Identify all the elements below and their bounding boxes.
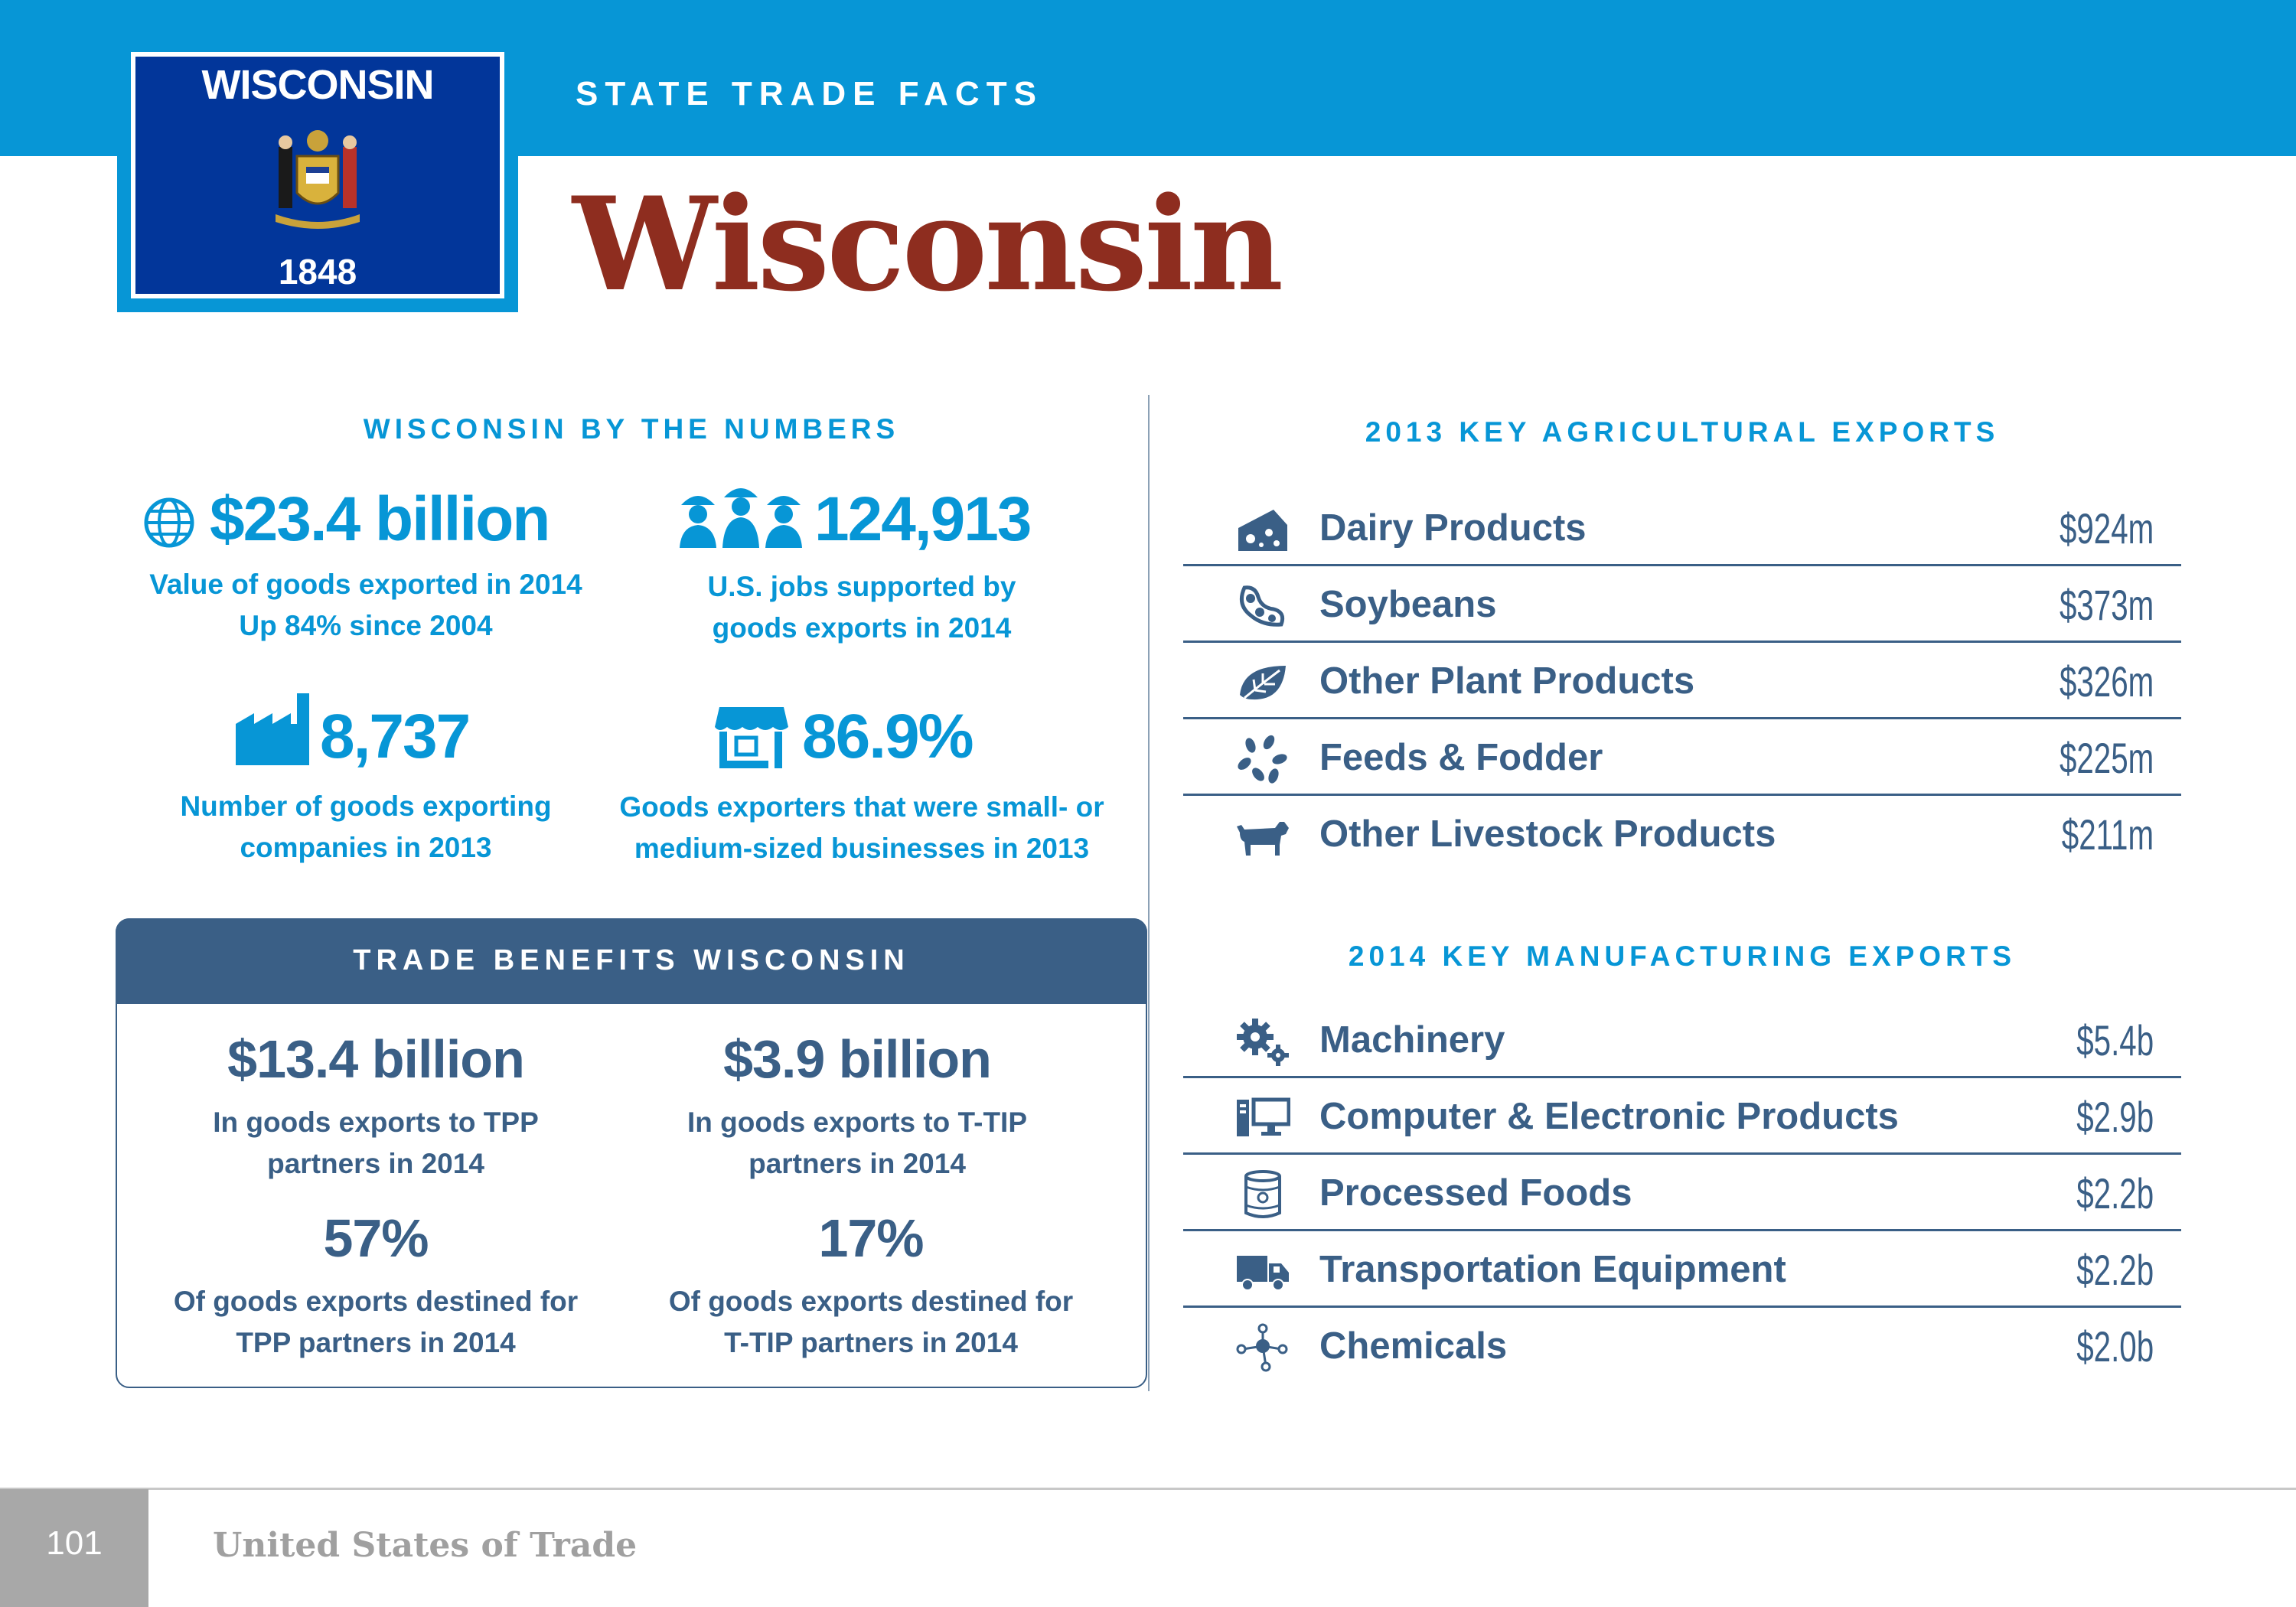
- benefit-tpp-share-value: 57%: [323, 1208, 429, 1268]
- row-divider: [1183, 641, 2181, 643]
- mfg-row-foods: Processed Foods $2.2b: [1183, 1155, 2181, 1231]
- mfg-row-transport: Transportation Equipment $2.2b: [1183, 1231, 2181, 1308]
- page-number-box: [0, 1489, 148, 1607]
- benefit-tpp-value: $13.4 billion: [227, 1029, 525, 1089]
- mfg-row-value: $2.0b: [2076, 1322, 2154, 1371]
- mfg-row-value: $2.2b: [2076, 1169, 2154, 1217]
- mfg-row-label: Computer & Electronic Products: [1319, 1096, 1899, 1137]
- stat-exports-desc: Value of goods exported in 2014 Up 84% s…: [116, 564, 616, 647]
- mfg-row-computers: Computer & Electronic Products $2.9b: [1183, 1078, 2181, 1155]
- workers-icon: [680, 488, 802, 548]
- ag-row-value: $225m: [2059, 734, 2154, 782]
- stat-sme-desc: Goods exporters that were small- or medi…: [605, 787, 1119, 869]
- header-kicker: STATE TRADE FACTS: [576, 75, 1043, 112]
- benefit-ttip-desc: In goods exports to T-TIP partners in 20…: [597, 1102, 1117, 1185]
- can-icon: [1244, 1170, 1281, 1218]
- cheese-icon: [1238, 510, 1287, 551]
- stat-jobs-desc-line1: U.S. jobs supported by: [707, 571, 1016, 602]
- benefit-ttip-value: $3.9 billion: [723, 1029, 992, 1089]
- molecule-icon: [1236, 1323, 1288, 1372]
- benefit-tpp-share-desc-line2: TPP partners in 2014: [236, 1327, 516, 1358]
- benefit-tpp-desc-line1: In goods exports to TPP: [213, 1107, 539, 1138]
- benefits-header: [116, 918, 1147, 1004]
- benefits-heading: TRADE BENEFITS WISCONSIN: [353, 944, 910, 976]
- stat-exports-desc-line2: Up 84% since 2004: [239, 610, 493, 641]
- flag-year: 1848: [278, 252, 357, 292]
- column-divider: [1148, 395, 1150, 1391]
- stat-companies-desc-line2: companies in 2013: [240, 832, 492, 863]
- row-divider: [1183, 1229, 2181, 1231]
- ag-row-label: Other Plant Products: [1319, 660, 1695, 702]
- stat-jobs-value: 124,913: [814, 484, 1032, 554]
- row-divider: [1183, 794, 2181, 796]
- ag-row-livestock: Other Livestock Products $211m: [1183, 796, 2181, 872]
- computer-icon: [1237, 1097, 1290, 1136]
- mfg-row-label: Chemicals: [1319, 1325, 1508, 1367]
- soybean-icon: [1239, 585, 1285, 627]
- mfg-row-label: Machinery: [1319, 1019, 1505, 1061]
- stat-companies-value: 8,737: [320, 702, 471, 771]
- mfg-row-value: $2.9b: [2076, 1093, 2154, 1141]
- ag-row-value: $373m: [2059, 581, 2154, 629]
- row-divider: [1183, 717, 2181, 719]
- stat-jobs-desc-line2: goods exports in 2014: [712, 612, 1012, 644]
- agricultural-heading: 2013 KEY AGRICULTURAL EXPORTS: [1365, 416, 2000, 448]
- benefit-ttip-desc-line2: partners in 2014: [748, 1148, 966, 1179]
- manufacturing-heading: 2014 KEY MANUFACTURING EXPORTS: [1348, 940, 2017, 972]
- ag-row-plant: Other Plant Products $326m: [1183, 643, 2181, 719]
- globe-icon: [144, 497, 194, 548]
- stat-sme-desc-line2: medium-sized businesses in 2013: [634, 833, 1090, 864]
- ag-row-soybeans: Soybeans $373m: [1183, 566, 2181, 643]
- footer-divider: [0, 1488, 2296, 1490]
- ag-row-label: Other Livestock Products: [1319, 813, 1776, 855]
- stat-exports-desc-line1: Value of goods exported in 2014: [149, 569, 582, 600]
- stat-companies-desc: Number of goods exporting companies in 2…: [116, 786, 616, 869]
- truck-icon: [1237, 1256, 1289, 1291]
- benefit-ttip-share-desc-line1: Of goods exports destined for: [668, 1286, 1074, 1317]
- row-divider: [1183, 1152, 2181, 1155]
- flag-state-name: WISCONSIN: [201, 62, 434, 108]
- mfg-row-label: Transportation Equipment: [1319, 1249, 1786, 1290]
- ag-row-dairy: Dairy Products $924m: [1183, 490, 2181, 566]
- mfg-row-label: Processed Foods: [1319, 1172, 1632, 1214]
- mfg-row-chemicals: Chemicals $2.0b: [1183, 1308, 2181, 1384]
- ag-row-label: Dairy Products: [1319, 507, 1587, 549]
- ag-row-value: $326m: [2059, 657, 2154, 706]
- ag-row-label: Soybeans: [1319, 584, 1497, 625]
- gears-icon: [1237, 1019, 1289, 1066]
- ag-row-label: Feeds & Fodder: [1319, 737, 1603, 778]
- ag-row-value: $924m: [2059, 504, 2154, 553]
- benefit-ttip-desc-line1: In goods exports to T-TIP: [687, 1107, 1027, 1138]
- factory-icon: [236, 693, 309, 765]
- mfg-row-value: $2.2b: [2076, 1246, 2154, 1294]
- storefront-icon: [715, 707, 788, 768]
- ag-row-feeds: Feeds & Fodder $225m: [1183, 719, 2181, 796]
- benefit-ttip-share-desc-line2: T-TIP partners in 2014: [724, 1327, 1018, 1358]
- page-number: 101: [46, 1524, 103, 1562]
- stat-sme-value: 86.9%: [802, 702, 974, 771]
- ag-row-value: $211m: [2061, 810, 2154, 859]
- cow-icon: [1237, 822, 1289, 856]
- stat-companies-desc-line1: Number of goods exporting: [180, 790, 552, 822]
- stat-jobs-desc: U.S. jobs supported by goods exports in …: [605, 566, 1119, 649]
- stat-sme-desc-line1: Goods exporters that were small- or: [619, 791, 1104, 823]
- grain-icon: [1238, 735, 1287, 784]
- state-seal-icon: [276, 130, 360, 229]
- stat-exports-value: $23.4 billion: [210, 484, 550, 554]
- benefit-tpp-share-desc: Of goods exports destined for TPP partne…: [116, 1281, 636, 1364]
- row-divider: [1183, 1076, 2181, 1078]
- publication-title: United States of Trade: [213, 1526, 638, 1565]
- mfg-row-value: $5.4b: [2076, 1016, 2154, 1064]
- mfg-row-machinery: Machinery $5.4b: [1183, 1002, 2181, 1078]
- benefit-tpp-share-desc-line1: Of goods exports destined for: [173, 1286, 579, 1317]
- row-divider: [1183, 564, 2181, 566]
- leaf-icon: [1240, 666, 1286, 700]
- benefit-ttip-share-desc: Of goods exports destined for T-TIP part…: [611, 1281, 1131, 1364]
- benefit-tpp-desc-line2: partners in 2014: [267, 1148, 484, 1179]
- numbers-heading: WISCONSIN BY THE NUMBERS: [363, 413, 900, 445]
- page-title: Wisconsin: [572, 168, 1283, 320]
- benefit-tpp-desc: In goods exports to TPP partners in 2014: [116, 1102, 636, 1185]
- row-divider: [1183, 1305, 2181, 1308]
- benefit-ttip-share-value: 17%: [818, 1208, 924, 1268]
